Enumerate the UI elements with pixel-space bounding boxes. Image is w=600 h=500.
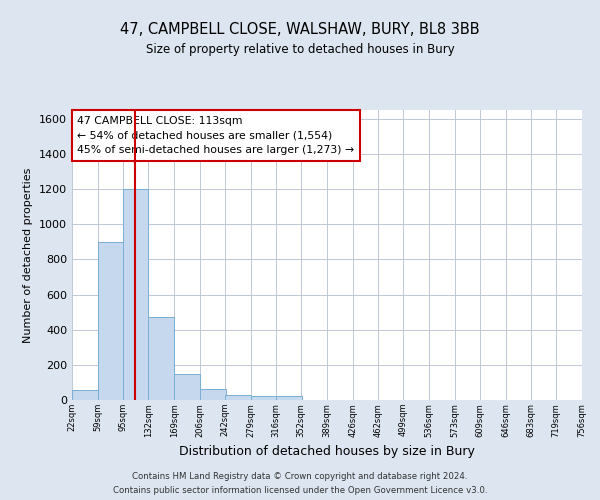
Bar xyxy=(251,396,276,400)
Bar xyxy=(123,189,148,400)
Bar xyxy=(72,390,98,400)
Bar xyxy=(276,396,302,400)
Text: Contains HM Land Registry data © Crown copyright and database right 2024.: Contains HM Land Registry data © Crown c… xyxy=(132,472,468,481)
Bar xyxy=(174,374,200,400)
Y-axis label: Number of detached properties: Number of detached properties xyxy=(23,168,34,342)
X-axis label: Distribution of detached houses by size in Bury: Distribution of detached houses by size … xyxy=(179,445,475,458)
Bar xyxy=(98,242,124,400)
Bar xyxy=(225,394,251,400)
Bar xyxy=(200,390,226,400)
Text: Contains public sector information licensed under the Open Government Licence v3: Contains public sector information licen… xyxy=(113,486,487,495)
Text: 47 CAMPBELL CLOSE: 113sqm
← 54% of detached houses are smaller (1,554)
45% of se: 47 CAMPBELL CLOSE: 113sqm ← 54% of detac… xyxy=(77,116,354,156)
Text: Size of property relative to detached houses in Bury: Size of property relative to detached ho… xyxy=(146,42,454,56)
Text: 47, CAMPBELL CLOSE, WALSHAW, BURY, BL8 3BB: 47, CAMPBELL CLOSE, WALSHAW, BURY, BL8 3… xyxy=(120,22,480,38)
Bar xyxy=(148,318,174,400)
